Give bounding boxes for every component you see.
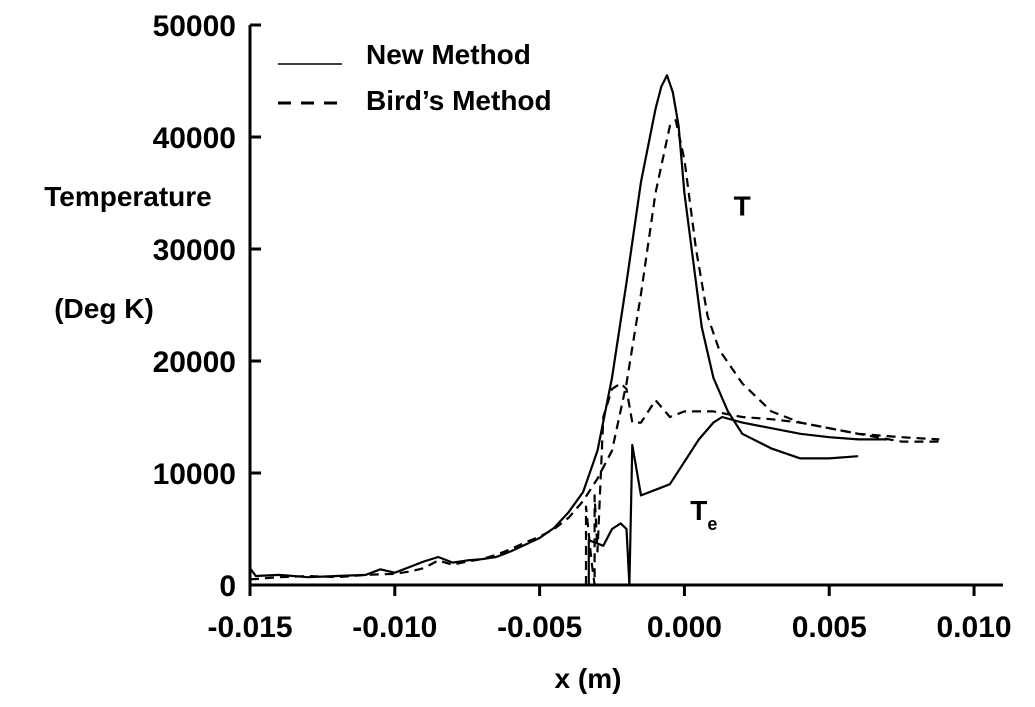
x-tick-label: 0.005 xyxy=(792,611,867,644)
x-axis-label: x (m) xyxy=(555,663,622,694)
legend-label-birds-method: Bird’s Method xyxy=(366,85,552,116)
legend-label-new-method: New Method xyxy=(366,39,531,70)
y-tick-label: 0 xyxy=(219,570,236,603)
series-line-0-solid xyxy=(250,75,858,577)
series-line-1-solid xyxy=(589,417,887,585)
y-tick-label: 10000 xyxy=(153,458,236,491)
axis-ticks: 0 10000 20000 30000 40000 50000 -0.015 -0.010 -0… xyxy=(153,10,1012,644)
legend: New Method Bird’s Method xyxy=(278,39,552,116)
series-group xyxy=(250,75,939,585)
curve-label-1: Te xyxy=(690,495,717,534)
x-tick-label: -0.010 xyxy=(352,611,437,644)
curve-label-0: T xyxy=(734,190,751,221)
x-tick-label: -0.015 xyxy=(207,611,292,644)
y-tick-label: 20000 xyxy=(153,346,236,379)
x-tick-label: 0.010 xyxy=(936,611,1011,644)
x-tick-label: -0.005 xyxy=(497,611,582,644)
x-tick-label: 0.000 xyxy=(647,611,722,644)
curve-annotations: T Te xyxy=(690,190,751,534)
y-tick-label: 40000 xyxy=(153,122,236,155)
y-tick-label: 50000 xyxy=(153,10,236,43)
y-axis-unit-label: (Deg K) xyxy=(54,293,154,324)
y-tick-label: 30000 xyxy=(153,234,236,267)
y-axis-label: Temperature xyxy=(44,181,212,212)
